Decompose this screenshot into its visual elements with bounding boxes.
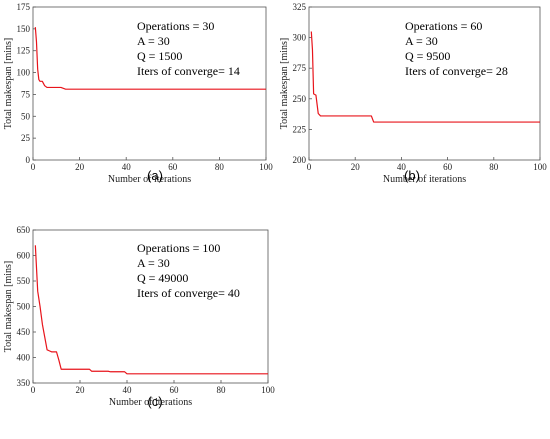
panel-label: (a) [147, 168, 163, 183]
y-tick-label: 600 [17, 251, 31, 261]
annotation-line: Operations = 30 [137, 19, 214, 33]
x-tick-label: 0 [307, 162, 312, 172]
annotation-line: A = 30 [137, 256, 170, 270]
y-tick-label: 325 [293, 2, 307, 12]
plot-area-frame [32, 6, 267, 161]
x-tick-label: 60 [443, 162, 453, 172]
series-line-makespan [34, 27, 266, 90]
annotation-line: Q = 1500 [137, 49, 182, 63]
x-tick-label: 100 [261, 385, 275, 395]
x-tick-label: 40 [123, 385, 133, 395]
x-tick-label: 60 [170, 385, 180, 395]
y-tick-label: 150 [17, 24, 31, 34]
y-tick-label: 250 [293, 94, 307, 104]
x-tick-label: 0 [31, 162, 36, 172]
x-tick-label: 80 [489, 162, 499, 172]
y-tick-label: 450 [17, 327, 31, 337]
chart-panel-a: 0 20 40 60 80 100 0 25 50 75 100 125 150 175 Number of… [3, 2, 273, 185]
y-tick-label: 200 [293, 155, 307, 165]
series-line-makespan [310, 31, 540, 123]
x-tick-label: 100 [533, 162, 547, 172]
x-tick-label: 40 [122, 162, 132, 172]
y-tick-label: 75 [21, 89, 31, 99]
x-tick-label: 80 [217, 385, 227, 395]
y-tick-label: 175 [17, 2, 31, 12]
y-tick-label: 650 [17, 225, 31, 235]
x-tick-label: 100 [259, 162, 273, 172]
chart-panel-c: 0 20 40 60 80 100 350 400 450 500 550 600 650 Number … [3, 225, 275, 409]
y-tick-label: 50 [21, 111, 31, 121]
annotation-line: Q = 9500 [405, 49, 450, 63]
x-axis-label: Number of iterations [108, 174, 191, 185]
y-tick-label: 500 [17, 302, 31, 312]
y-tick-label: 550 [17, 276, 31, 286]
y-tick-label: 400 [17, 353, 31, 363]
x-tick-label: 20 [351, 162, 361, 172]
chart-panel-b: 0 20 40 60 80 100 200 225 250 275 300 325 Number of … [279, 2, 547, 185]
y-tick-label: 25 [21, 133, 31, 143]
y-tick-label: 275 [293, 63, 307, 73]
y-tick-label: 0 [26, 155, 31, 165]
annotation-line: Operations = 60 [405, 19, 482, 33]
annotation-line: A = 30 [137, 34, 170, 48]
x-tick-label: 20 [76, 385, 86, 395]
y-tick-label: 350 [17, 378, 31, 388]
panel-label: (c) [147, 394, 162, 409]
y-axis-label: Total makespan [mins] [279, 38, 290, 130]
annotation-line: Operations = 100 [137, 241, 220, 255]
y-tick-label: 125 [17, 46, 31, 56]
y-axis-label: Total makespan [mins] [3, 261, 14, 353]
annotation-line: Iters of converge= 28 [405, 64, 508, 78]
annotation-line: Iters of converge= 14 [137, 64, 240, 78]
x-tick-label: 60 [168, 162, 178, 172]
x-tick-label: 40 [397, 162, 407, 172]
series-line-makespan [34, 245, 268, 375]
x-tick-label: 20 [75, 162, 85, 172]
annotation-line: Q = 49000 [137, 271, 188, 285]
annotation-line: A = 30 [405, 34, 438, 48]
y-tick-label: 300 [293, 33, 307, 43]
y-axis-label: Total makespan [mins] [3, 38, 14, 130]
x-axis-label: Number of iterations [109, 397, 192, 408]
y-tick-label: 225 [293, 124, 307, 134]
x-tick-label: 0 [31, 385, 36, 395]
y-tick-label: 100 [17, 68, 31, 78]
x-tick-label: 80 [215, 162, 225, 172]
annotation-line: Iters of converge= 40 [137, 286, 240, 300]
plot-area-frame [308, 6, 541, 161]
panel-label: (b) [404, 168, 420, 183]
x-axis-label: Number of iterations [383, 174, 466, 185]
